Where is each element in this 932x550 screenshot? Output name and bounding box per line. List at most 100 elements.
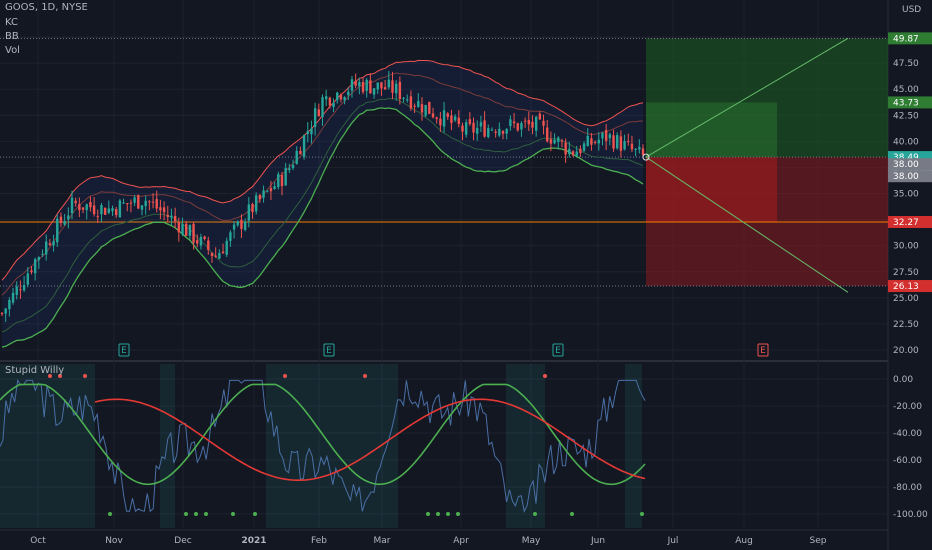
osc-signal-dot-3 [204, 512, 208, 516]
price-tick-0: 20.00 [893, 346, 919, 356]
candle-body [103, 207, 107, 215]
earnings-marker-1 [323, 343, 335, 357]
candle-body [575, 151, 578, 157]
candle-body [387, 79, 391, 88]
candle-body [302, 135, 306, 157]
osc-signal-dot-9 [456, 512, 460, 516]
candle-body [137, 195, 140, 209]
osc-signal-dot-4 [231, 512, 235, 516]
candle-body [608, 134, 612, 139]
osc-overbought-dot-1 [58, 374, 62, 378]
time-tick-4: Feb [311, 536, 327, 546]
candle-body [126, 203, 129, 205]
candle-body [464, 122, 468, 135]
candle-body [199, 236, 203, 246]
osc-signal-dot-8 [446, 512, 450, 516]
indicator-vol[interactable]: Vol [5, 45, 20, 56]
candle-body [52, 241, 55, 246]
profit-zone-inner [646, 102, 777, 158]
price-label-bg-1 [888, 96, 932, 109]
candle-body [188, 224, 192, 236]
candle-body [564, 142, 567, 155]
candle-body [538, 113, 542, 120]
candle-body [107, 208, 111, 213]
candle-body [597, 139, 600, 144]
candle-body [336, 92, 339, 101]
candle-body [361, 81, 365, 93]
osc-signal-dot-5 [253, 512, 257, 516]
candle-body [63, 220, 66, 225]
candle-body [571, 151, 575, 156]
candle-body [229, 232, 232, 241]
candle-body [457, 117, 461, 125]
candle-body [299, 150, 302, 155]
candle-body [262, 190, 265, 198]
kc-upper-line [1, 72, 644, 296]
price-label-0: 49.87 [893, 34, 919, 44]
time-tick-10: Aug [735, 536, 753, 546]
candle-body [159, 207, 162, 211]
candle-body [376, 82, 379, 90]
osc-slow-line [94, 398, 646, 481]
candle-body [604, 130, 608, 141]
currency-label[interactable]: USD [902, 5, 922, 15]
candle-body [170, 215, 173, 218]
osc-signal-dot-6 [426, 512, 430, 516]
candle-body [468, 119, 472, 125]
candle-body [383, 87, 387, 90]
candle-body [258, 195, 262, 200]
projection-arrow-up [645, 37, 849, 158]
time-tick-8: Jun [590, 536, 605, 546]
candle-body [347, 91, 350, 96]
candle-body [96, 216, 99, 218]
candle-body [476, 127, 479, 134]
symbol-title[interactable]: GOOS, 1D, NYSE [5, 2, 88, 13]
candle-body [15, 286, 18, 295]
candle-body [33, 259, 37, 274]
candle-body [232, 224, 236, 230]
candle-body [173, 215, 177, 222]
osc-mid-line [0, 383, 646, 486]
candle-body [619, 136, 623, 151]
price-tick-11: 47.50 [893, 59, 919, 69]
candle-body [391, 80, 394, 93]
price-label-bg-6 [888, 280, 932, 293]
candle-body [501, 130, 505, 134]
osc-overbought-dot-5 [543, 374, 547, 378]
osc-signal-dot-10 [533, 512, 537, 516]
candle-body [144, 200, 147, 207]
candle-body [122, 202, 125, 204]
osc-tick-5: -100.00 [893, 510, 928, 520]
candle-body [630, 143, 634, 150]
osc-tick-2: -40.00 [893, 429, 922, 439]
oscillator-title[interactable]: Stupid Willy [5, 365, 65, 376]
candle-body [22, 284, 26, 291]
candle-body [133, 197, 136, 203]
candle-body [247, 204, 251, 221]
candle-body [505, 128, 508, 134]
candle-body [431, 113, 435, 118]
indicator-bb[interactable]: BB [5, 31, 19, 42]
candle-body [218, 253, 221, 259]
profit-zone-outer [646, 38, 888, 158]
candle-body [140, 205, 144, 210]
candle-body [398, 81, 402, 99]
candle-body [100, 205, 103, 215]
price-label-bg-4 [888, 170, 932, 183]
candle-body [483, 120, 486, 137]
candle-body [409, 96, 413, 109]
earnings-marker-0 [118, 343, 130, 357]
candle-body [196, 240, 199, 244]
earnings-marker-2 [552, 343, 564, 357]
candle-body [151, 201, 155, 203]
osc-zone-1 [160, 364, 175, 528]
candle-body [369, 80, 372, 94]
candle-body [531, 121, 534, 128]
osc-tick-4: -80.00 [893, 483, 922, 493]
indicator-kc[interactable]: KC [5, 17, 18, 28]
price-label-bg-5 [888, 215, 932, 228]
candle-body [487, 128, 490, 137]
candle-body [11, 292, 15, 303]
time-tick-9: Jul [667, 536, 679, 546]
